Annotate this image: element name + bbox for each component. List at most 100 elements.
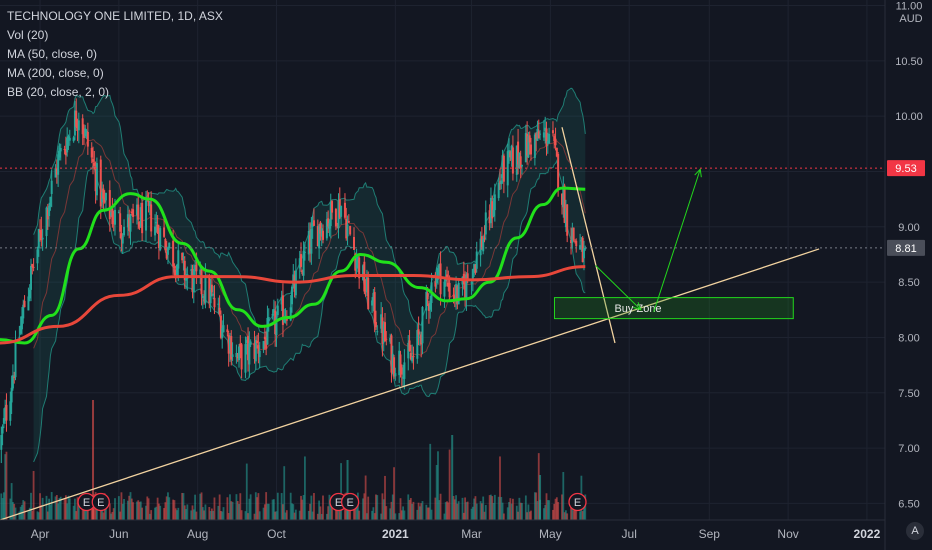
candle-body — [489, 197, 492, 224]
candle-body — [416, 330, 419, 359]
candle-body — [1, 426, 4, 434]
candle-body — [271, 313, 274, 316]
auto-scale-button[interactable]: A — [906, 522, 924, 540]
candle-body — [219, 315, 222, 338]
candle-body — [150, 204, 153, 232]
legend-bollinger[interactable]: BB (20, close, 2, 0) — [7, 85, 110, 99]
volume-bar — [283, 466, 286, 520]
volume-bar — [77, 499, 80, 520]
volume-bar — [461, 497, 464, 520]
candle-body — [364, 290, 367, 292]
volume-bar — [358, 510, 361, 520]
candle-body — [218, 307, 221, 315]
entry-arrow-head — [633, 302, 642, 311]
legend-ma200[interactable]: MA (200, close, 0) — [7, 66, 104, 80]
legend-ma50[interactable]: MA (50, close, 0) — [7, 47, 98, 61]
volume-bar — [213, 497, 216, 520]
volume-bar — [408, 499, 411, 520]
candle-body — [301, 270, 304, 274]
volume-bar — [457, 501, 460, 520]
y-tick-label: 7.50 — [898, 388, 919, 400]
volume-bar — [446, 501, 448, 520]
volume-bar — [9, 498, 12, 520]
legend-volume[interactable]: Vol (20) — [7, 28, 49, 42]
candle-body — [182, 257, 185, 259]
candle-body — [267, 317, 270, 322]
candle-body — [90, 147, 93, 158]
price-axis-panel — [885, 0, 932, 550]
candle-body — [515, 145, 518, 175]
volume-bar — [247, 513, 249, 520]
volume-bar — [543, 508, 545, 520]
candle-body — [14, 340, 17, 378]
candle-body — [506, 151, 509, 186]
volume-bar — [280, 493, 283, 520]
volume-bar — [453, 499, 456, 520]
bollinger-bands — [33, 87, 586, 463]
volume-bar — [163, 508, 165, 520]
volume-bar — [464, 497, 467, 520]
volume-bar — [391, 494, 394, 520]
volume-bar — [238, 503, 240, 520]
y-tick-label: 10.50 — [895, 56, 923, 68]
volume-bar — [316, 513, 319, 520]
candle-body — [199, 269, 202, 275]
ma50-line — [0, 186, 586, 345]
volume-bar — [443, 513, 446, 520]
candle-body — [137, 204, 140, 220]
volume-bar — [375, 494, 377, 520]
candle-body — [93, 162, 96, 166]
candle-body — [355, 260, 358, 269]
candle-body — [253, 342, 256, 359]
candle-body — [95, 163, 98, 196]
volume-bar — [327, 506, 330, 520]
volume-bar — [83, 506, 85, 520]
volume-bar — [482, 496, 485, 520]
earnings-label: E — [83, 497, 90, 509]
volume-bar — [566, 513, 569, 520]
candle-body — [275, 317, 278, 336]
earnings-label: E — [346, 497, 353, 509]
candle-body — [45, 207, 48, 237]
volume-bar — [557, 502, 560, 520]
candle-body — [474, 264, 477, 273]
candle-body — [381, 317, 384, 344]
volume-bar — [227, 513, 230, 520]
volume-bar — [418, 506, 421, 520]
volume-bar — [325, 513, 328, 520]
candle-body — [338, 199, 341, 218]
candle-body — [195, 264, 198, 272]
volume-bar — [23, 501, 26, 520]
volume-bar — [412, 501, 415, 520]
candle-body — [19, 325, 22, 334]
volume-bar — [186, 504, 189, 520]
candle-body — [580, 240, 583, 242]
candle-body — [82, 133, 85, 138]
candle-body — [452, 294, 455, 296]
candle-body — [535, 133, 538, 140]
candle-body — [208, 276, 211, 304]
volume-bar — [137, 500, 140, 520]
volume-bar — [304, 456, 306, 520]
volume-bar — [256, 497, 259, 520]
volume-bar — [274, 511, 277, 520]
candle-body — [292, 274, 295, 285]
candle-body — [488, 210, 491, 224]
candle-body — [417, 329, 420, 335]
candle-body — [217, 303, 220, 305]
candle-body — [575, 240, 578, 247]
volume-bar — [349, 505, 352, 520]
entry-arrow — [595, 265, 642, 311]
volume-bar — [545, 493, 548, 520]
candle-body — [551, 130, 554, 134]
earnings-marker — [91, 492, 110, 512]
volume-bar — [389, 508, 392, 520]
candle-body — [154, 226, 157, 236]
volume-bar — [10, 483, 13, 520]
candle-body — [173, 266, 176, 268]
volume-bar — [421, 501, 424, 520]
candle-body — [524, 133, 527, 163]
volume-bar — [114, 498, 116, 520]
